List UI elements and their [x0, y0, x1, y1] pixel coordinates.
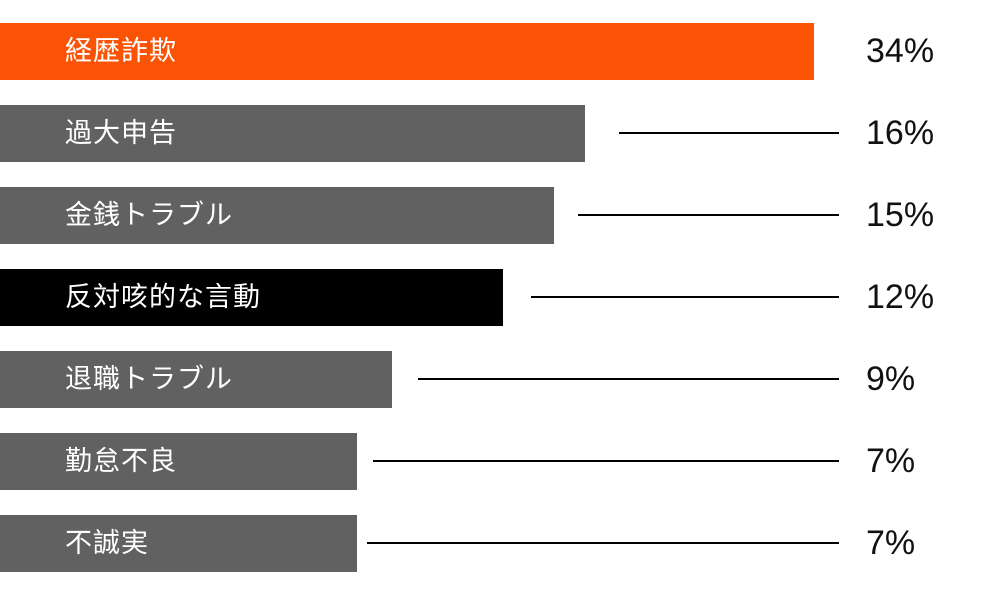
bar: [0, 351, 392, 408]
bar-label: 勤怠不良: [65, 446, 177, 476]
bar-label: 反対咳的な言動: [65, 282, 261, 312]
value-label: 34%: [866, 32, 935, 70]
chart-row: 不誠実 7%: [0, 515, 1000, 572]
chart-row: 金銭トラブル 15%: [0, 187, 1000, 244]
value-label: 16%: [866, 114, 935, 152]
chart-row: 反対咳的な言動 12%: [0, 269, 1000, 326]
chart-row: 退職トラブル 9%: [0, 351, 1000, 408]
value-label: 7%: [866, 524, 916, 562]
bar-label: 退職トラブル: [65, 364, 233, 394]
leader-line: [418, 378, 839, 380]
value-label: 9%: [866, 360, 916, 398]
bar-label: 経歴詐欺: [65, 36, 177, 66]
leader-line: [531, 296, 839, 298]
bar-label: 過大申告: [65, 118, 177, 148]
bar: [0, 433, 357, 490]
bar-label: 金銭トラブル: [65, 200, 233, 230]
bar: [0, 105, 585, 162]
value-label: 7%: [866, 442, 916, 480]
leader-line: [367, 542, 839, 544]
chart-row: 過大申告 16%: [0, 105, 1000, 162]
chart-row: 勤怠不良 7%: [0, 433, 1000, 490]
value-label: 15%: [866, 196, 935, 234]
chart-row: 経歴詐欺 34%: [0, 23, 1000, 80]
bar: [0, 515, 357, 572]
value-label: 12%: [866, 278, 935, 316]
leader-line: [619, 132, 839, 134]
bar: [0, 187, 554, 244]
bar: [0, 269, 503, 326]
bar-label: 不誠実: [65, 528, 149, 558]
leader-line: [373, 460, 839, 462]
leader-line: [578, 214, 839, 216]
bar: [0, 23, 814, 80]
